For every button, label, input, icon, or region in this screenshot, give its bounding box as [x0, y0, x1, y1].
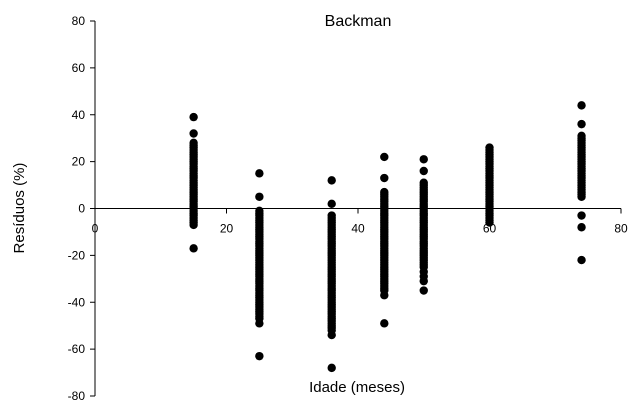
y-tick-label: 20	[72, 155, 86, 169]
data-point	[577, 192, 586, 201]
y-tick-label: -80	[68, 389, 86, 403]
data-point	[419, 155, 428, 164]
y-tick-label: 0	[78, 202, 85, 216]
data-point	[577, 223, 586, 232]
data-point	[189, 244, 198, 253]
data-point	[577, 255, 586, 265]
data-point	[255, 169, 264, 178]
data-point	[327, 363, 336, 373]
data-point	[327, 176, 336, 185]
y-tick-label: 40	[72, 108, 86, 122]
y-tick-label: -60	[68, 342, 86, 356]
data-point	[577, 211, 586, 220]
data-point	[419, 286, 428, 295]
y-tick-label: 80	[72, 14, 86, 28]
x-axis-title: Idade (meses)	[309, 379, 405, 396]
data-point	[577, 119, 586, 129]
data-point	[255, 351, 264, 361]
y-tick-label: 60	[72, 61, 86, 75]
data-point	[485, 218, 494, 227]
data-point	[255, 192, 264, 201]
x-tick-label: 40	[351, 222, 365, 236]
x-ticks: 0 20 40 60 80	[92, 208, 628, 236]
data-point	[380, 319, 389, 328]
x-tick-label: 20	[220, 222, 234, 236]
data-point	[380, 173, 389, 183]
chart-title: Backman	[325, 13, 392, 30]
data-point	[189, 220, 198, 230]
data-point	[380, 291, 389, 300]
data-point	[419, 276, 428, 286]
data-point	[255, 319, 264, 328]
data-point	[327, 199, 336, 209]
x-tick-label: 0	[92, 222, 99, 236]
data-points	[189, 101, 586, 373]
data-point	[327, 330, 336, 340]
y-ticks: 80 60 40 20 0 -20 -40 -60 -80	[68, 14, 95, 403]
data-point	[419, 166, 428, 176]
data-point	[577, 101, 586, 110]
data-point	[189, 129, 198, 138]
x-tick-label: 80	[614, 222, 628, 236]
data-point	[380, 152, 389, 162]
data-point	[189, 112, 198, 122]
y-tick-label: -40	[68, 295, 86, 309]
y-axis-title: Resíduos (%)	[11, 163, 28, 254]
y-tick-label: -20	[68, 248, 86, 262]
